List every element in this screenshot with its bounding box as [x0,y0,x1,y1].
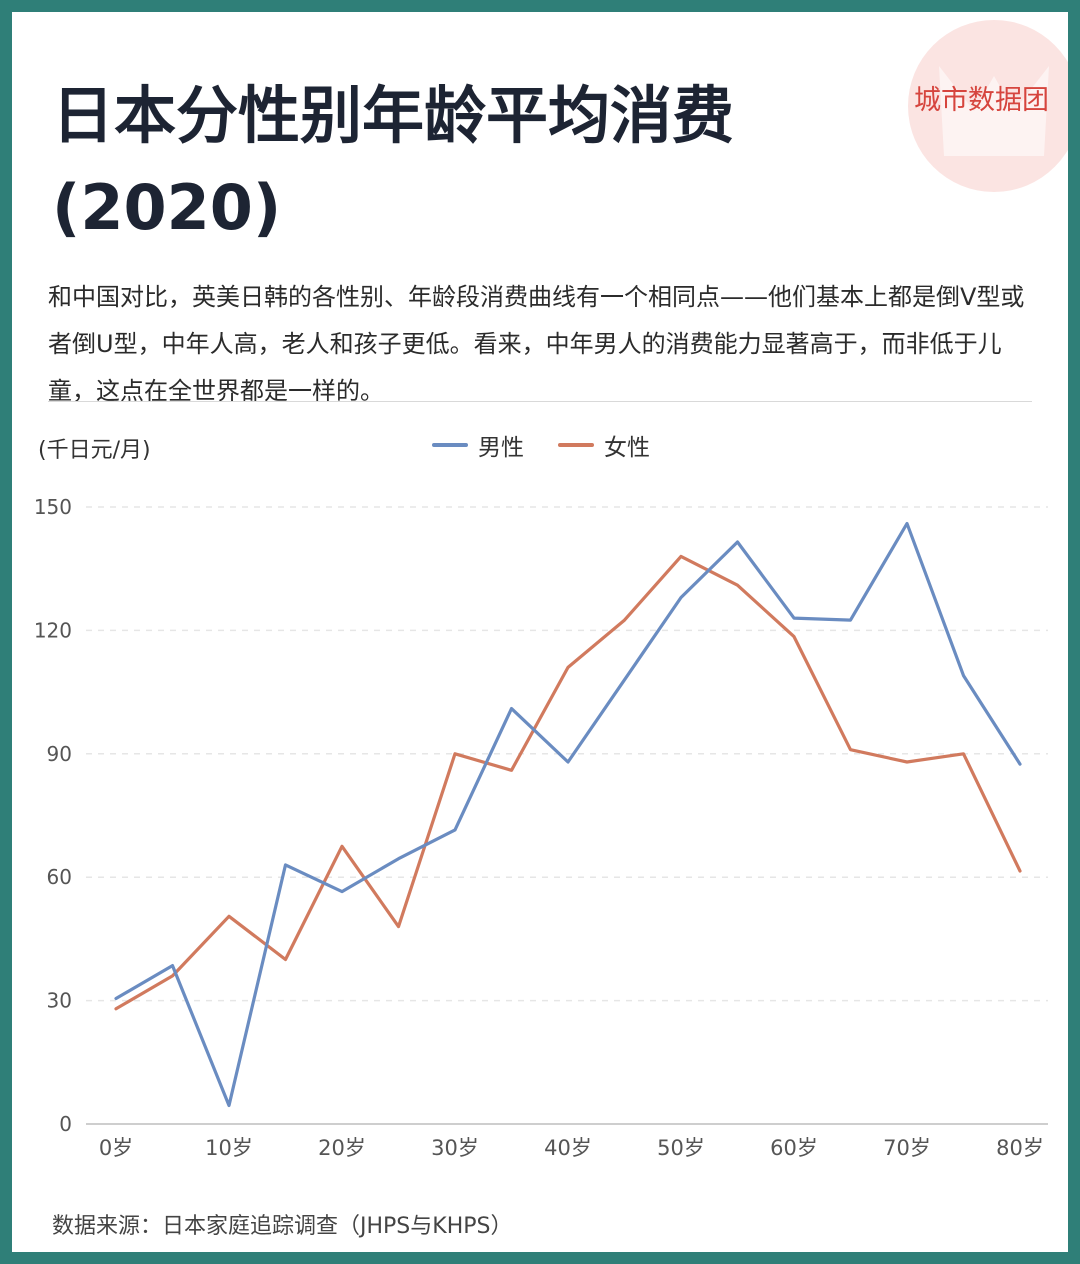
brand-logo [908,20,1068,192]
x-tick-label: 0岁 [99,1136,133,1160]
legend-item-male: 男性 [432,428,524,462]
x-tick-label: 70岁 [883,1136,931,1160]
x-tick-label: 80岁 [996,1136,1044,1160]
title-line-1: 日本分性别年龄平均消费 [52,79,735,152]
y-tick-label: 60 [47,865,72,889]
legend-swatch-male [432,443,468,447]
y-tick-label: 90 [47,742,72,766]
brand-name: 城市数据团 [914,85,1049,116]
legend-label-male: 男性 [478,435,524,461]
x-tick-label: 20岁 [318,1136,366,1160]
series-line-female [114,554,1022,1011]
y-axis-unit-label: (千日元/月) [38,438,151,463]
y-tick-label: 150 [34,495,72,519]
x-tick-label: 10岁 [205,1136,253,1160]
data-source: 数据来源：日本家庭追踪调查（JHPS与KHPS） [52,1214,513,1239]
y-tick-label: 0 [59,1112,72,1136]
x-tick-label: 50岁 [657,1136,705,1160]
chart-card: 城市数据团 日本分性别年龄平均消费 (2020) 和中国对比，英美日韩的各性别、… [12,12,1068,1252]
y-tick-label: 30 [47,989,72,1013]
line-chart: 0 30 60 90 120 150 0岁 10岁 20岁 30岁 40岁 50岁 60岁 70岁 80岁 [34,495,1048,1160]
legend-label-female: 女性 [604,435,650,461]
chart-description: 和中国对比，英美日韩的各性别、年龄段消费曲线有一个相同点——他们基本上都是倒V型… [48,283,1025,405]
x-tick-label: 40岁 [544,1136,592,1160]
legend-swatch-female [558,443,594,447]
y-tick-label: 120 [34,618,72,642]
divider [48,401,1032,402]
series-line-male [114,521,1022,1108]
x-tick-label: 60岁 [770,1136,818,1160]
legend-item-female: 女性 [558,428,650,462]
page-title: 日本分性别年龄平均消费 (2020) [52,70,872,254]
x-tick-label: 30岁 [431,1136,479,1160]
title-line-2: (2020) [52,171,282,244]
